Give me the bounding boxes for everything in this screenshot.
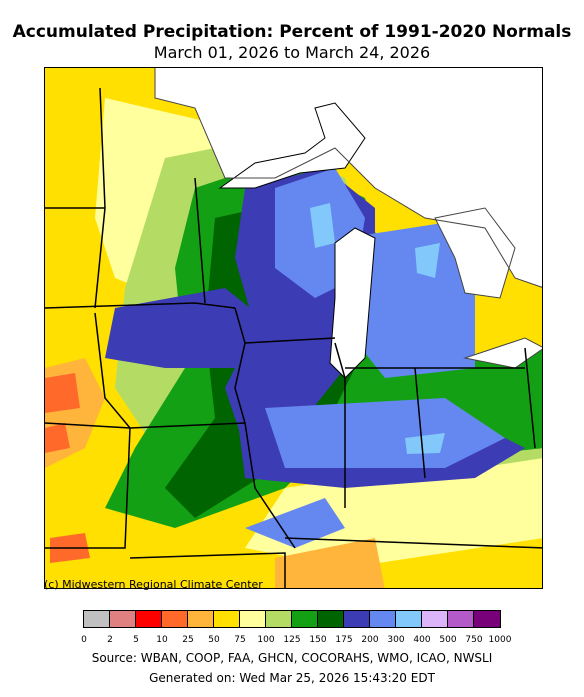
legend-swatch <box>370 611 396 627</box>
lake-huron <box>434 207 516 299</box>
legend-tick-label: 150 <box>309 635 327 645</box>
legend-swatch <box>188 611 214 627</box>
legend-tick-label: 50 <box>208 635 220 645</box>
legend-tick-label: 75 <box>234 635 246 645</box>
legend-tick-label: 125 <box>283 635 301 645</box>
legend-tick-label: 750 <box>465 635 483 645</box>
state-boundaries <box>45 87 542 588</box>
generated-text: Generated on: Wed Mar 25, 2026 15:43:20 … <box>149 671 435 685</box>
zone-orange-south <box>275 538 385 588</box>
zone-light-blue-in <box>405 433 445 454</box>
zone-blue-illinois-indiana <box>265 398 505 468</box>
canada-white <box>155 68 542 288</box>
legend-tick-label: 200 <box>361 635 379 645</box>
legend-color-bar <box>83 610 501 628</box>
legend-tick-label: 2 <box>107 635 113 645</box>
lake-erie <box>463 337 542 369</box>
legend-swatch <box>162 611 188 627</box>
map-title: Accumulated Precipitation: Percent of 19… <box>12 22 572 42</box>
legend-swatch <box>474 611 500 627</box>
border-iowa-minnesota <box>45 302 236 309</box>
legend-tick-label: 300 <box>387 635 405 645</box>
lake-michigan <box>329 227 376 379</box>
us-canada-border <box>154 68 542 288</box>
zone-light-blue-mi <box>415 243 440 278</box>
legend-swatch <box>396 611 422 627</box>
legend-tick-label: 5 <box>133 635 139 645</box>
border-il-in <box>334 342 346 508</box>
legend-swatch <box>422 611 448 627</box>
source-text: Source: WBAN, COOP, FAA, GHCN, COCORAHS,… <box>91 651 493 665</box>
copyright-text: (c) Midwestern Regional Climate Center <box>44 578 263 591</box>
zone-blue-michigan <box>345 218 475 378</box>
legend-swatch <box>344 611 370 627</box>
canada-coastline <box>154 68 542 288</box>
legend-tick-label: 400 <box>413 635 431 645</box>
legend-swatch <box>110 611 136 627</box>
legend-tick-label: 10 <box>156 635 168 645</box>
border-kentucky-tennessee <box>284 537 542 549</box>
border-oh-pa <box>524 347 536 449</box>
legend-swatch <box>292 611 318 627</box>
legend-swatch <box>240 611 266 627</box>
map-svg <box>45 68 542 588</box>
border-in-oh <box>414 367 426 479</box>
legend-tick-label: 175 <box>335 635 353 645</box>
legend-swatch <box>448 611 474 627</box>
zone-red-orange-west-2 <box>45 423 70 453</box>
legend-tick-label: 1000 <box>488 635 512 645</box>
zone-light-blue-wi <box>310 203 335 248</box>
border-il-wi <box>244 337 336 344</box>
border-missouri-arkansas <box>129 552 286 588</box>
map-subtitle: March 01, 2026 to March 24, 2026 <box>153 43 431 62</box>
legend-swatch <box>214 611 240 627</box>
legend-swatch <box>136 611 162 627</box>
legend-swatch <box>266 611 292 627</box>
legend-swatch <box>318 611 344 627</box>
legend-tick-label: 100 <box>257 635 275 645</box>
border-missouri-kansas <box>45 427 131 549</box>
legend-tick-label: 500 <box>439 635 457 645</box>
zone-blue-missouri <box>245 498 345 548</box>
zone-red-orange-west <box>45 373 80 413</box>
border-iowa-nebraska <box>94 312 131 429</box>
precipitation-map <box>44 67 543 589</box>
legend-tick-label: 0 <box>81 635 87 645</box>
border-mn-wi <box>194 177 206 304</box>
legend-tick-label: 25 <box>182 635 194 645</box>
border-illinois-west <box>234 307 296 549</box>
legend-swatch <box>84 611 110 627</box>
lake-superior <box>218 102 366 189</box>
